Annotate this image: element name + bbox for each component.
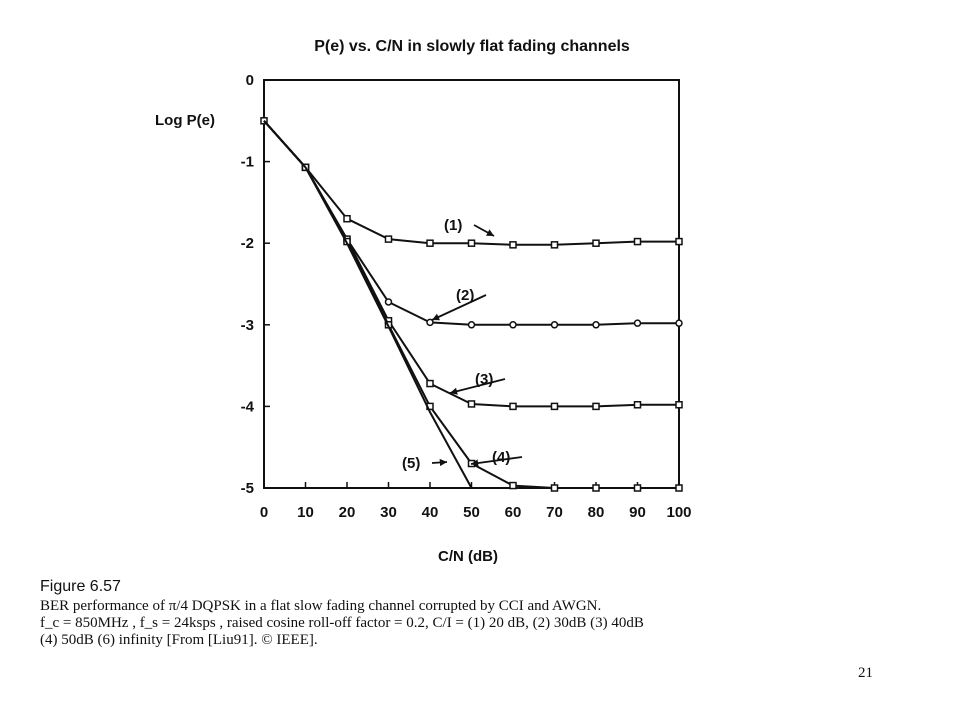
- y-tick-label: -5: [241, 480, 254, 497]
- x-tick-label: 80: [588, 504, 605, 521]
- figure-title: Figure 6.57: [40, 578, 121, 595]
- caption-line-1: BER performance of π/4 DQPSK in a flat s…: [40, 598, 602, 614]
- y-tick-label: 0: [246, 72, 254, 89]
- series-label-group: (1)(2)(3)(4)(5): [402, 217, 523, 472]
- data-point: [509, 481, 517, 490]
- series-label: (4): [492, 449, 510, 466]
- caption-line-3: (4) 50dB (6) infinity [From [Liu91]. © I…: [40, 632, 318, 648]
- data-point: [675, 401, 683, 409]
- chart-title: P(e) vs. C/N in slowly flat fading chann…: [314, 38, 630, 55]
- x-tick-label: 100: [666, 504, 691, 521]
- leader-arrow: [431, 294, 487, 321]
- arrow-head: [439, 458, 447, 467]
- series-label: (2): [456, 287, 474, 304]
- y-tick-label: -1: [241, 154, 254, 171]
- data-point: [550, 484, 559, 492]
- data-point: [384, 298, 393, 306]
- data-point: [467, 400, 476, 408]
- leader-arrow: [449, 378, 506, 394]
- plot-frame: [263, 79, 680, 489]
- data-point: [633, 237, 642, 246]
- data-point: [633, 484, 642, 492]
- data-point: [675, 484, 683, 492]
- x-axis-label: C/N (dB): [438, 548, 498, 565]
- series-group: [260, 117, 683, 492]
- data-point: [509, 321, 517, 329]
- data-point: [633, 319, 642, 327]
- caption-line-2: f_c = 850MHz , f_s = 24ksps , raised cos…: [40, 615, 644, 631]
- arrow-head: [486, 229, 494, 236]
- page-number: 21: [858, 665, 873, 681]
- arrow-head: [450, 387, 458, 395]
- figure-caption: Figure 6.57 BER performance of π/4 DQPSK…: [40, 578, 870, 649]
- x-tick-label: 30: [380, 504, 397, 521]
- series-label: (5): [402, 455, 420, 472]
- arrow-head: [432, 313, 440, 321]
- x-tick-label: 40: [422, 504, 439, 521]
- data-point: [633, 401, 642, 409]
- data-point: [426, 239, 434, 247]
- x-tick-label: 0: [260, 504, 268, 521]
- data-point: [675, 237, 683, 246]
- data-point: [592, 321, 600, 329]
- data-point: [343, 214, 351, 223]
- data-point: [592, 402, 600, 411]
- data-point: [592, 239, 600, 247]
- leader-arrow: [470, 456, 523, 465]
- x-tick-label: 10: [297, 504, 314, 521]
- data-point: [509, 241, 517, 249]
- series-line: [263, 120, 679, 408]
- data-point: [592, 484, 600, 492]
- series-line: [263, 120, 473, 489]
- x-tick-label: 90: [629, 504, 646, 521]
- series-line: [263, 120, 679, 489]
- data-point: [467, 321, 476, 329]
- x-tick-label: 60: [505, 504, 522, 521]
- series-line: [263, 120, 679, 246]
- data-point: [675, 319, 683, 327]
- data-point: [509, 402, 517, 411]
- data-point: [550, 321, 559, 329]
- data-point: [550, 241, 559, 249]
- y-tick-label: -2: [241, 235, 254, 252]
- chart: P(e) vs. C/N in slowly flat fading chann…: [155, 38, 692, 565]
- data-point: [550, 402, 559, 411]
- x-tick-label: 50: [463, 504, 480, 521]
- data-point: [467, 239, 476, 247]
- data-point: [384, 235, 393, 243]
- x-tick-label: 70: [546, 504, 563, 521]
- data-point: [426, 318, 434, 327]
- y-tick-label: -4: [241, 398, 255, 415]
- data-point: [426, 379, 434, 388]
- arrow-head: [471, 459, 479, 467]
- series-label: (1): [444, 217, 462, 234]
- y-tick-label: -3: [241, 317, 254, 334]
- x-tick-label: 20: [339, 504, 356, 521]
- y-axis-label: Log P(e): [155, 112, 215, 129]
